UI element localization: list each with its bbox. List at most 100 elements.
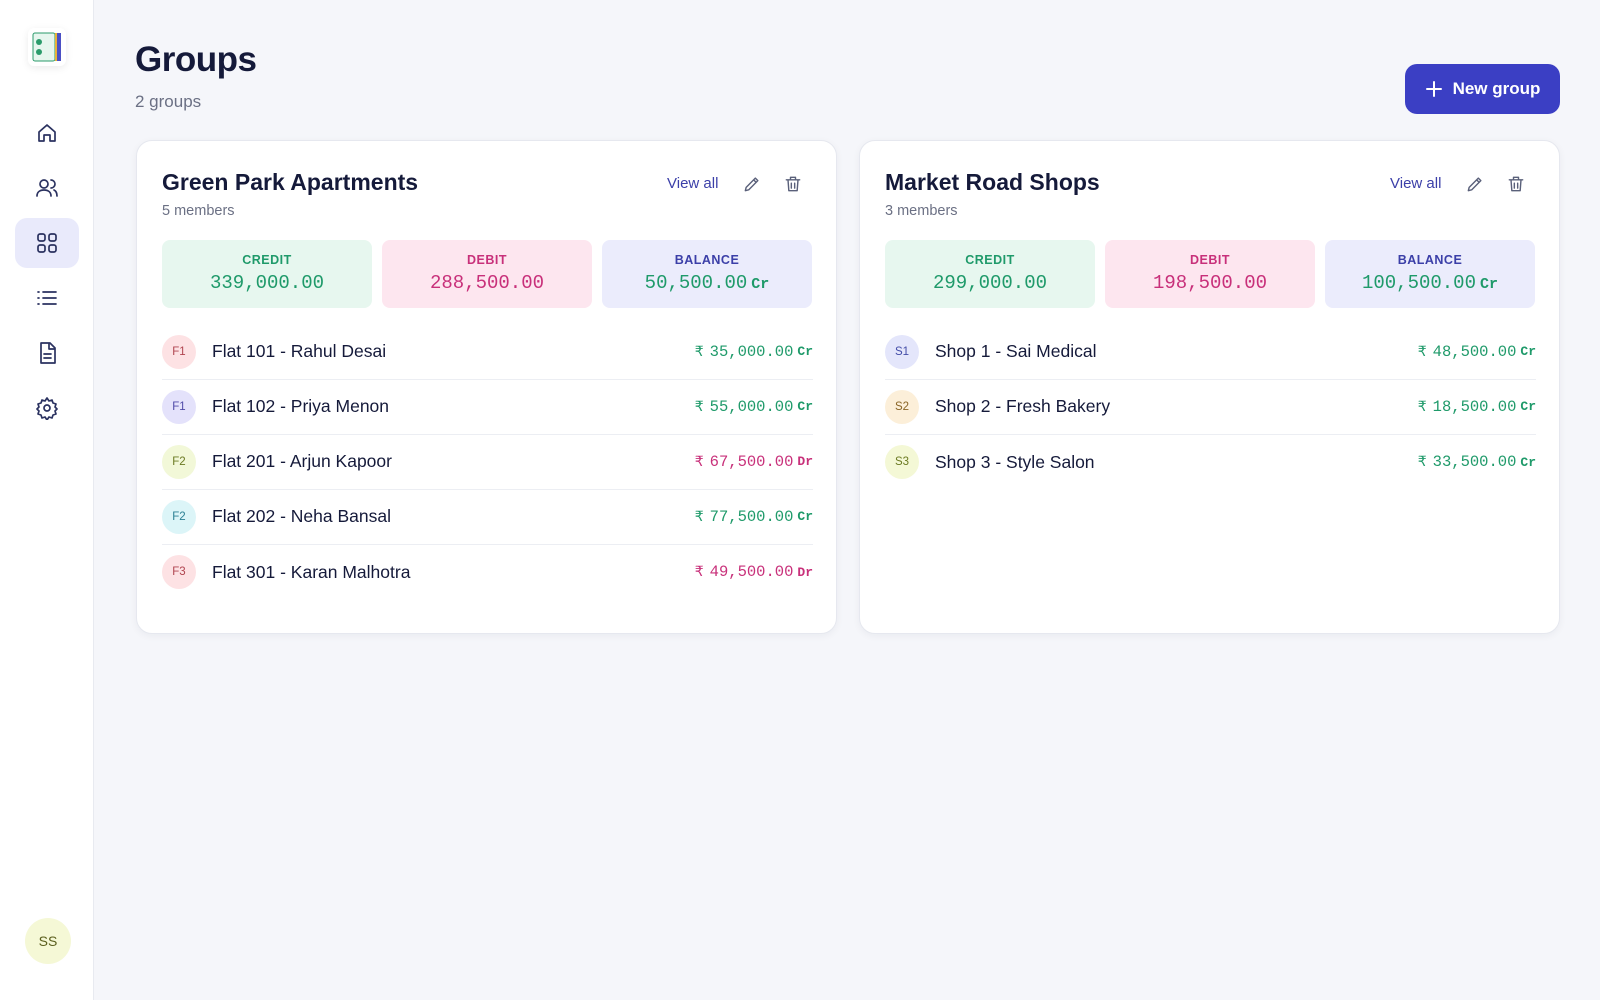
- amount-type: Dr: [797, 564, 813, 580]
- amount-type: Cr: [797, 509, 813, 524]
- debit-label: DEBIT: [1190, 253, 1230, 267]
- member-name: Flat 301 - Karan Malhotra: [212, 561, 411, 582]
- amount-type: Cr: [797, 399, 813, 414]
- view-all-link[interactable]: View all: [1390, 175, 1442, 192]
- nav-home[interactable]: [15, 108, 79, 158]
- member-avatar: F1: [162, 334, 196, 369]
- member-name: Flat 102 - Priya Menon: [212, 396, 390, 416]
- member-amount: 67,500.00: [709, 452, 794, 471]
- currency-symbol: ₹: [1417, 343, 1427, 360]
- balance-summary: BALANCE 50,500.00 Cr: [602, 240, 812, 308]
- delete-icon[interactable]: [783, 174, 803, 194]
- balance-value: 100,500.00 Cr: [1325, 272, 1535, 294]
- sidebar: SS: [0, 0, 94, 1000]
- balance-label: BALANCE: [674, 253, 740, 267]
- debit-value: 288,500.00: [382, 272, 592, 294]
- member-row[interactable]: F2 Flat 202 - Neha Bansal ₹77,500.00 Cr: [162, 489, 813, 545]
- currency-symbol: ₹: [694, 453, 704, 470]
- debit-amount: 288,500.00: [429, 272, 545, 294]
- member-amount: 49,500.00: [709, 563, 794, 581]
- new-group-button[interactable]: New group: [1405, 64, 1560, 114]
- debit-amount: 198,500.00: [1152, 272, 1268, 294]
- currency-symbol: ₹: [694, 398, 704, 415]
- group-card: Market Road Shops 3 members View all CREDIT…: [859, 140, 1560, 634]
- member-amount: 77,500.00: [709, 507, 794, 526]
- balance-value: 50,500.00 Cr: [602, 272, 812, 294]
- member-amount: 18,500.00: [1432, 397, 1517, 416]
- debit-label: DEBIT: [467, 253, 507, 267]
- currency-symbol: ₹: [1417, 454, 1427, 470]
- currency-symbol: ₹: [1417, 398, 1427, 415]
- nav-list[interactable]: [15, 273, 79, 323]
- balance-amount: 100,500.00: [1361, 272, 1476, 294]
- member-avatar: F3: [162, 555, 196, 589]
- group-name: Green Park Apartments: [162, 169, 419, 195]
- debit-summary: DEBIT 198,500.00: [1105, 240, 1315, 308]
- member-row[interactable]: F3 Flat 301 - Karan Malhotra ₹49,500.00 Dr: [162, 544, 813, 600]
- currency-symbol: ₹: [694, 564, 704, 580]
- nav-settings[interactable]: [15, 383, 79, 433]
- member-avatar: F1: [162, 389, 196, 424]
- currency-symbol: ₹: [694, 508, 704, 525]
- edit-icon[interactable]: [1465, 174, 1485, 194]
- view-all-link[interactable]: View all: [667, 175, 719, 192]
- member-name: Shop 3 - Style Salon: [935, 451, 1095, 472]
- edit-icon[interactable]: [742, 174, 762, 194]
- page-subtitle: 2 groups: [135, 92, 202, 111]
- balance-amount: 50,500.00: [644, 272, 748, 294]
- member-name: Shop 2 - Fresh Bakery: [935, 396, 1111, 416]
- member-name: Flat 202 - Neha Bansal: [212, 506, 391, 526]
- member-amount: 48,500.00: [1432, 342, 1517, 361]
- credit-summary: CREDIT 339,000.00: [162, 240, 372, 308]
- credit-amount: 339,000.00: [209, 272, 325, 294]
- group-members: 5 members: [162, 203, 235, 219]
- user-avatar[interactable]: SS: [25, 918, 71, 964]
- member-row[interactable]: S1 Shop 1 - Sai Medical ₹48,500.00 Cr: [885, 324, 1536, 380]
- currency-symbol: ₹: [694, 343, 704, 360]
- amount-type: Cr: [1520, 454, 1536, 470]
- member-avatar: S1: [885, 334, 919, 369]
- plus-icon: [1425, 81, 1442, 97]
- debit-summary: DEBIT 288,500.00: [382, 240, 592, 308]
- member-row[interactable]: S2 Shop 2 - Fresh Bakery ₹18,500.00 Cr: [885, 379, 1536, 435]
- amount-type: Cr: [797, 344, 813, 359]
- group-card: Green Park Apartments 5 members View all CR…: [136, 140, 837, 634]
- debit-value: 198,500.00: [1105, 272, 1315, 294]
- button-label: New group: [1452, 79, 1541, 98]
- credit-value: 339,000.00: [162, 272, 372, 294]
- member-amount: 33,500.00: [1432, 453, 1517, 471]
- group-name: Market Road Shops: [885, 169, 1100, 195]
- member-amount: 35,000.00: [709, 342, 794, 361]
- balance-summary: BALANCE 100,500.00 Cr: [1325, 240, 1535, 308]
- credit-summary: CREDIT 299,000.00: [885, 240, 1095, 308]
- amount-type: Dr: [797, 454, 813, 469]
- member-row[interactable]: S3 Shop 3 - Style Salon ₹33,500.00 Cr: [885, 434, 1536, 490]
- balance-type: Cr: [751, 276, 770, 293]
- member-row[interactable]: F1 Flat 102 - Priya Menon ₹55,000.00 Cr: [162, 379, 813, 435]
- amount-type: Cr: [1520, 399, 1536, 414]
- member-name: Shop 1 - Sai Medical: [935, 341, 1097, 361]
- nav-document[interactable]: [15, 328, 79, 378]
- member-row[interactable]: F2 Flat 201 - Arjun Kapoor ₹67,500.00 Dr: [162, 434, 813, 490]
- credit-label: CREDIT: [242, 253, 292, 267]
- credit-value: 299,000.00: [885, 272, 1095, 294]
- group-members: 3 members: [885, 203, 958, 219]
- logo[interactable]: [28, 28, 66, 66]
- member-amount: 55,000.00: [709, 397, 794, 416]
- delete-icon[interactable]: [1506, 174, 1526, 194]
- amount-type: Cr: [1520, 344, 1536, 359]
- credit-label: CREDIT: [965, 253, 1015, 267]
- nav-groups[interactable]: [15, 218, 79, 268]
- member-avatar: F2: [162, 444, 196, 479]
- member-name: Flat 101 - Rahul Desai: [212, 341, 387, 361]
- page-title: Groups: [135, 40, 257, 79]
- credit-amount: 299,000.00: [932, 272, 1048, 294]
- member-avatar: S3: [885, 445, 919, 479]
- member-avatar: F2: [162, 499, 196, 534]
- member-name: Flat 201 - Arjun Kapoor: [212, 451, 392, 471]
- balance-label: BALANCE: [1397, 253, 1463, 267]
- nav-people[interactable]: [15, 163, 79, 213]
- balance-type: Cr: [1480, 276, 1499, 293]
- member-row[interactable]: F1 Flat 101 - Rahul Desai ₹35,000.00 Cr: [162, 324, 813, 380]
